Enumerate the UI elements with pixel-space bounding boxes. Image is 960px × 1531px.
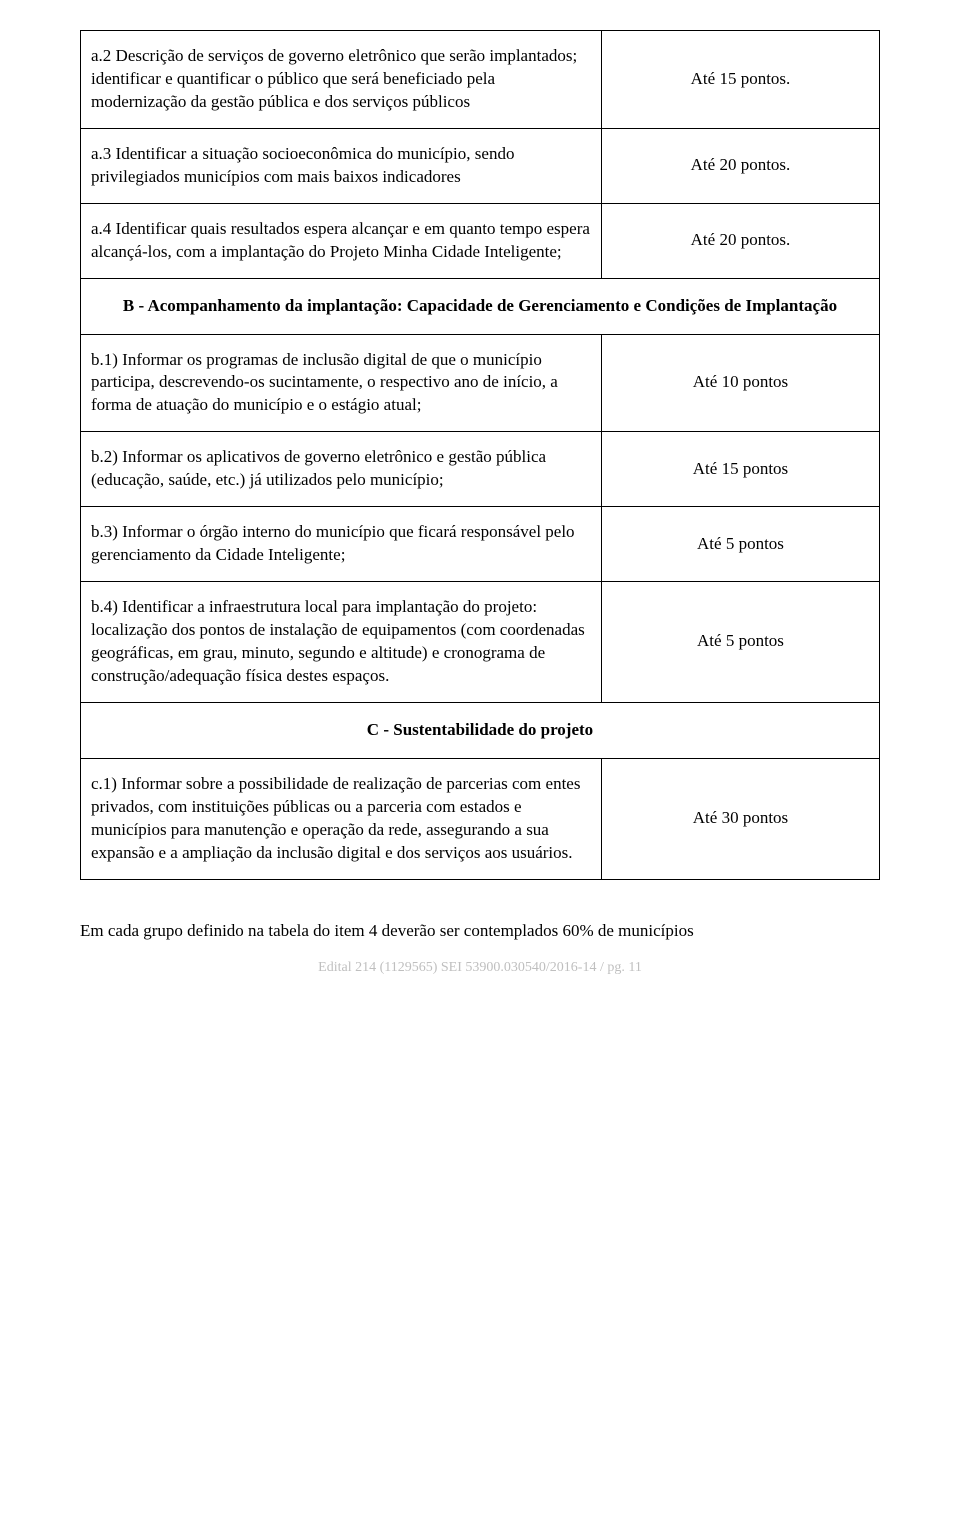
criteria-table: a.2 Descrição de serviços de governo ele… <box>80 30 880 880</box>
table-row: a.3 Identificar a situação socioeconômic… <box>81 128 880 203</box>
criteria-points: Até 5 pontos <box>601 582 879 703</box>
table-row: b.1) Informar os programas de inclusão d… <box>81 334 880 432</box>
criteria-description: b.4) Identificar a infraestrutura local … <box>81 582 602 703</box>
criteria-points: Até 15 pontos <box>601 432 879 507</box>
criteria-description: b.3) Informar o órgão interno do municíp… <box>81 507 602 582</box>
table-row: a.2 Descrição de serviços de governo ele… <box>81 31 880 129</box>
table-row: b.2) Informar os aplicativos de governo … <box>81 432 880 507</box>
criteria-points: Até 15 pontos. <box>601 31 879 129</box>
criteria-points: Até 10 pontos <box>601 334 879 432</box>
page-footer: Edital 214 (1129565) SEI 53900.030540/20… <box>80 960 880 976</box>
criteria-description: a.3 Identificar a situação socioeconômic… <box>81 128 602 203</box>
criteria-description: b.1) Informar os programas de inclusão d… <box>81 334 602 432</box>
criteria-points: Até 20 pontos. <box>601 128 879 203</box>
criteria-points: Até 5 pontos <box>601 507 879 582</box>
criteria-description: a.4 Identificar quais resultados espera … <box>81 203 602 278</box>
criteria-points: Até 30 pontos <box>601 758 879 879</box>
criteria-tbody: a.2 Descrição de serviços de governo ele… <box>81 31 880 880</box>
table-row: C - Sustentabilidade do projeto <box>81 702 880 758</box>
criteria-points: Até 20 pontos. <box>601 203 879 278</box>
footnote-text: Em cada grupo definido na tabela do item… <box>80 920 880 943</box>
table-row: b.3) Informar o órgão interno do municíp… <box>81 507 880 582</box>
table-row: c.1) Informar sobre a possibilidade de r… <box>81 758 880 879</box>
table-row: a.4 Identificar quais resultados espera … <box>81 203 880 278</box>
criteria-description: a.2 Descrição de serviços de governo ele… <box>81 31 602 129</box>
criteria-description: c.1) Informar sobre a possibilidade de r… <box>81 758 602 879</box>
table-row: B - Acompanhamento da implantação: Capac… <box>81 278 880 334</box>
section-header: B - Acompanhamento da implantação: Capac… <box>81 278 880 334</box>
section-header: C - Sustentabilidade do projeto <box>81 702 880 758</box>
criteria-description: b.2) Informar os aplicativos de governo … <box>81 432 602 507</box>
table-row: b.4) Identificar a infraestrutura local … <box>81 582 880 703</box>
